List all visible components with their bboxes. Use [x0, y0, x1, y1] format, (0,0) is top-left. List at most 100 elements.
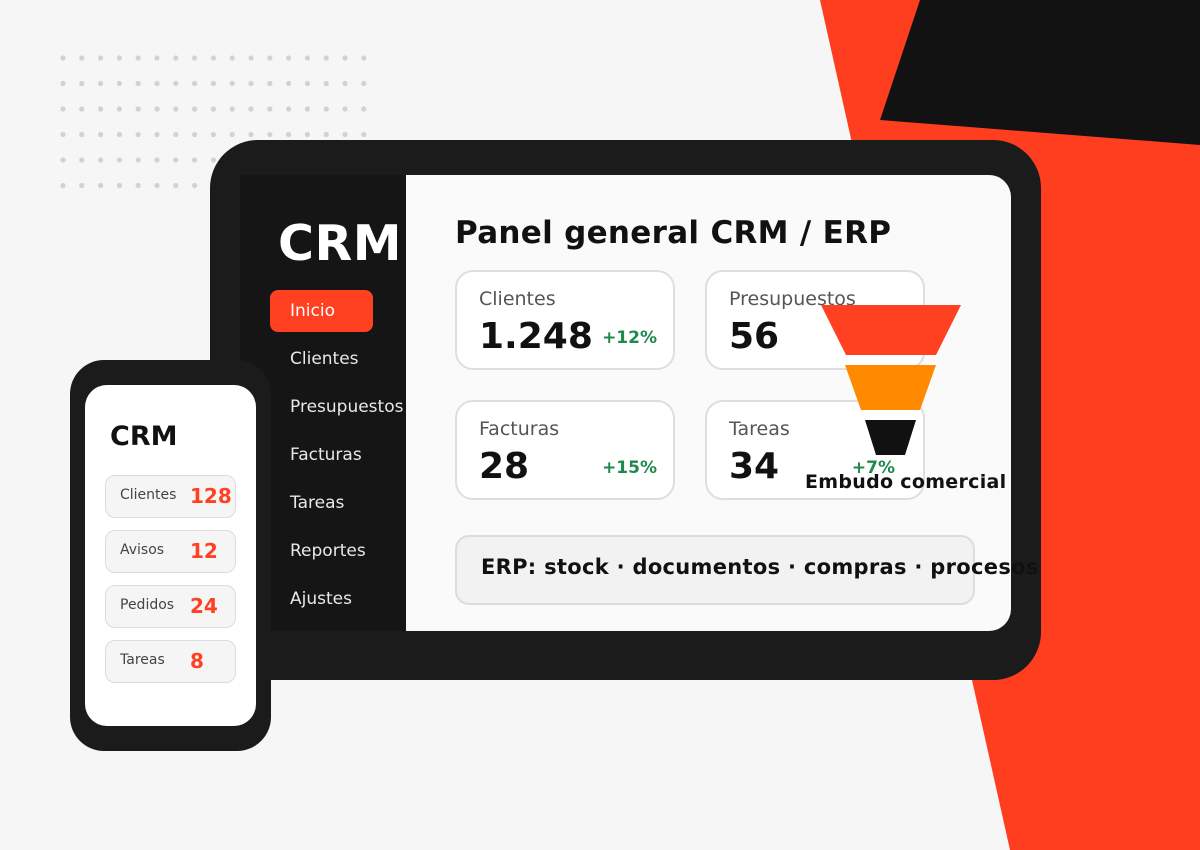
decoration-dot	[192, 182, 198, 189]
decoration-dot	[60, 80, 66, 87]
decoration-dot	[79, 157, 85, 163]
decoration-dot	[267, 80, 273, 87]
funnel-bottom-segment	[865, 420, 916, 455]
decoration-dot	[192, 131, 198, 138]
decoration-dot	[210, 80, 216, 87]
decoration-dot	[173, 106, 179, 112]
phone-item-tareas[interactable]: Tareas 8	[105, 640, 236, 683]
decoration-dot	[286, 55, 292, 61]
black-diagonal-shape	[880, 0, 1200, 145]
decoration-dot	[323, 131, 329, 138]
decoration-dot	[286, 131, 292, 138]
decoration-dot	[79, 182, 85, 189]
decoration-dot	[116, 55, 122, 61]
stat-card-clientes[interactable]: Clientes 1.248 +12%	[455, 270, 675, 370]
decoration-dot	[60, 55, 66, 61]
phone-item-clientes[interactable]: Clientes 128	[105, 475, 236, 518]
decoration-dot	[361, 55, 367, 61]
funnel-middle-segment	[845, 365, 936, 410]
stat-label: Tareas	[729, 418, 790, 440]
decoration-dot	[154, 106, 160, 112]
decoration-dot	[98, 80, 104, 87]
decoration-dot	[248, 80, 254, 87]
decoration-dot	[248, 131, 254, 138]
decoration-dot	[135, 182, 141, 189]
decoration-dot	[286, 106, 292, 112]
funnel-top-segment	[821, 305, 961, 355]
decoration-dot	[342, 80, 348, 87]
phone-item-avisos[interactable]: Avisos 12	[105, 530, 236, 573]
stat-value: 56	[729, 316, 780, 357]
decoration-dot	[323, 80, 329, 87]
phone-screen: CRM Clientes 128 Avisos 12 Pedidos 24 Ta…	[85, 385, 256, 726]
sales-funnel-graphic	[821, 305, 961, 455]
decoration-dot	[323, 55, 329, 61]
sidebar-brand: CRM	[278, 215, 402, 272]
decoration-dot	[361, 80, 367, 87]
decoration-dot	[135, 55, 141, 61]
decoration-dot	[154, 157, 160, 163]
decoration-dot	[210, 55, 216, 61]
decoration-dot	[229, 80, 235, 87]
sidebar-item-tareas[interactable]: Tareas	[290, 493, 345, 513]
stat-delta: +15%	[602, 458, 657, 478]
phone-item-label: Pedidos	[120, 597, 175, 613]
erp-banner	[455, 535, 975, 605]
sidebar-item-presupuestos[interactable]: Presupuestos	[290, 397, 404, 417]
decoration-dot	[79, 106, 85, 112]
decoration-dot	[154, 131, 160, 138]
decoration-dot	[98, 182, 104, 189]
decoration-dot	[210, 157, 216, 163]
decoration-dot	[304, 131, 310, 138]
decoration-dot	[154, 182, 160, 189]
sidebar-item-reportes[interactable]: Reportes	[290, 541, 366, 561]
decoration-dot	[154, 55, 160, 61]
sidebar-item-clientes[interactable]: Clientes	[290, 349, 359, 369]
decoration-dot	[342, 55, 348, 61]
stat-delta: +12%	[602, 328, 657, 348]
decoration-dot	[60, 131, 66, 138]
decoration-dot	[135, 131, 141, 138]
decoration-dot	[98, 106, 104, 112]
decoration-dot	[135, 157, 141, 163]
phone-item-label: Tareas	[120, 652, 165, 668]
tablet-screen: CRM Inicio Clientes Presupuestos Factura…	[240, 175, 1011, 631]
phone-device: CRM Clientes 128 Avisos 12 Pedidos 24 Ta…	[70, 360, 271, 751]
decoration-dot	[323, 106, 329, 112]
decoration-dot	[173, 157, 179, 163]
stat-value: 1.248	[479, 316, 593, 357]
sidebar-item-inicio[interactable]: Inicio	[270, 290, 373, 332]
stat-label: Clientes	[479, 288, 556, 310]
stat-card-facturas[interactable]: Facturas 28 +15%	[455, 400, 675, 500]
decoration-dot	[192, 80, 198, 87]
stat-label: Presupuestos	[729, 288, 856, 310]
decoration-dot	[248, 55, 254, 61]
decoration-dot	[304, 106, 310, 112]
decoration-dot	[173, 182, 179, 189]
decoration-dot	[79, 55, 85, 61]
phone-item-value: 8	[190, 649, 204, 673]
stat-value: 34	[729, 446, 780, 487]
decoration-dot	[60, 182, 66, 189]
phone-item-pedidos[interactable]: Pedidos 24	[105, 585, 236, 628]
page-title: Panel general CRM / ERP	[455, 215, 892, 251]
decoration-dot	[192, 55, 198, 61]
decoration-dot	[304, 55, 310, 61]
decoration-dot	[304, 80, 310, 87]
erp-banner-text: ERP: stock · documentos · compras · proc…	[481, 555, 1039, 579]
decoration-dot	[342, 106, 348, 112]
decoration-dot	[173, 55, 179, 61]
sidebar-item-facturas[interactable]: Facturas	[290, 445, 362, 465]
funnel-label: Embudo comercial	[805, 471, 1007, 493]
decoration-dot	[267, 55, 273, 61]
decoration-dot	[116, 157, 122, 163]
decoration-dot	[135, 106, 141, 112]
decoration-dot	[286, 80, 292, 87]
decoration-dot	[116, 182, 122, 189]
decoration-dot	[116, 80, 122, 87]
decoration-dot	[98, 131, 104, 138]
decoration-dot	[116, 106, 122, 112]
decoration-dot	[173, 131, 179, 138]
sidebar-item-ajustes[interactable]: Ajustes	[290, 589, 352, 609]
decoration-dot	[192, 106, 198, 112]
